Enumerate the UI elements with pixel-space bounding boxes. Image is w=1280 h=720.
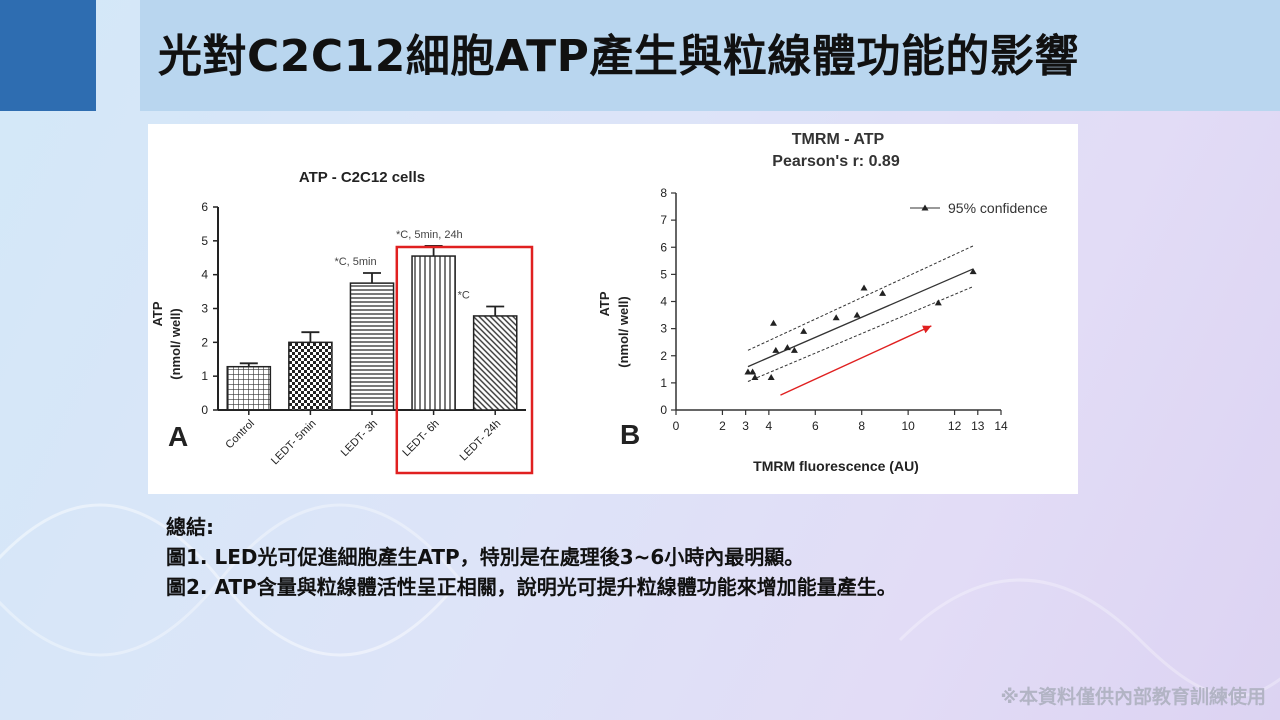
- chart-a-category-label: LEDT- 3h: [339, 418, 380, 459]
- chart-a-bar: [472, 315, 518, 411]
- chart-a-highlight-box: [395, 245, 534, 475]
- chart-b-trend-arrow: [780, 325, 932, 396]
- chart-b-x-tick-label: 12: [948, 419, 962, 433]
- chart-b-x-tick-label: 0: [673, 419, 680, 433]
- chart-b-y-tick-label: 7: [660, 213, 667, 227]
- footer-note: ※本資料僅供內部教育訓練使用: [1000, 686, 1266, 708]
- summary-block: 總結: 圖1. LED光可促進細胞產生ATP，特別是在處理後3~6小時內最明顯。…: [166, 512, 897, 602]
- chart-b-y-tick-label: 0: [660, 403, 667, 417]
- chart-b-ci-lower: [747, 286, 974, 382]
- chart-b-x-tick-label: 10: [901, 419, 915, 433]
- chart-b-xlabel: TMRM fluorescence (AU): [753, 458, 919, 474]
- chart-b-y-tick-label: 1: [660, 376, 667, 390]
- chart-b-point: [934, 299, 942, 306]
- figure-svg: ATP - C2C12 cells ATP (nmol/ well) A 012…: [150, 131, 1048, 475]
- chart-b-point: [790, 346, 798, 353]
- chart-b-point: [832, 314, 840, 321]
- chart-b-y-tick-label: 6: [660, 240, 667, 254]
- chart-b-x-tick-label: 2: [719, 419, 726, 433]
- chart-a-title: ATP - C2C12 cells: [299, 169, 425, 186]
- chart-b-title: TMRM - ATP: [792, 131, 885, 148]
- chart-b-y-tick-label: 2: [660, 349, 667, 363]
- chart-b-legend-marker: [921, 204, 929, 211]
- chart-a-y-tick-label: 3: [201, 302, 208, 316]
- chart-b-point: [969, 268, 977, 275]
- panel-letter-b: B: [620, 419, 640, 450]
- chart-b-point: [744, 368, 752, 375]
- chart-b-x-tick-label: 3: [742, 419, 749, 433]
- summary-heading: 總結:: [166, 515, 214, 539]
- chart-b-fit-line: [747, 268, 974, 368]
- chart-b-x-tick-label: 8: [858, 419, 865, 433]
- chart-b-x-tick-label: 14: [994, 419, 1008, 433]
- chart-a-bar: [226, 365, 272, 411]
- chart-a-category-label: LEDT- 5min: [269, 418, 319, 468]
- chart-b-legend-label: 95% confidence: [948, 200, 1048, 216]
- chart-b-y-tick-label: 3: [660, 322, 667, 336]
- chart-a-bar: [288, 341, 333, 411]
- chart-a-bar: [349, 282, 395, 411]
- dna-helix-watermark: [0, 503, 1280, 698]
- chart-a-y-tick-label: 0: [201, 403, 208, 417]
- chart-b-y-tick-label: 4: [660, 295, 667, 309]
- title-accent-block: [0, 0, 96, 111]
- chart-b-point: [800, 327, 808, 334]
- chart-b-subtitle: Pearson's r: 0.89: [772, 153, 900, 170]
- slide-title: 光對C2C12細胞ATP產生與粒線體功能的影響: [158, 31, 1079, 82]
- chart-a-significance-label: *C, 5min: [334, 256, 376, 268]
- chart-a-category-label: LEDT- 6h: [400, 418, 441, 459]
- chart-b-point: [853, 311, 861, 318]
- chart-a-significance-label: *C, 5min, 24h: [396, 229, 463, 241]
- chart-b-point: [783, 344, 791, 351]
- chart-a-category-label: LEDT- 24h: [458, 418, 504, 464]
- chart-a-category-label: Control: [223, 418, 257, 452]
- chart-b-ylabel: ATP: [597, 291, 612, 316]
- chart-a-ylabel-unit: (nmol/ well): [168, 308, 183, 380]
- chart-b-point: [749, 368, 757, 375]
- chart-a-plot: 0 1 2 3 4 5 6 Control LEDT- 5min LEDT- 3h *C, 5min…: [201, 200, 534, 475]
- chart-b-ci-upper: [747, 245, 974, 351]
- summary-point-2: 圖2. ATP含量與粒線體活性呈正相關，說明光可提升粒線體功能來增加能量產生。: [166, 575, 897, 599]
- chart-b-point: [879, 289, 887, 296]
- chart-a-bar: [411, 255, 456, 411]
- chart-b-point: [772, 346, 780, 353]
- title-band: [140, 0, 1280, 111]
- chart-b-y-tick-label: 8: [660, 186, 667, 200]
- chart-b-y-tick-label: 5: [660, 267, 667, 281]
- panel-letter-a: A: [168, 421, 188, 452]
- chart-a-y-tick-label: 5: [201, 234, 208, 248]
- chart-b-x-tick-label: 4: [766, 419, 773, 433]
- chart-b-point: [860, 284, 868, 291]
- chart-b-x-tick-label: 13: [971, 419, 985, 433]
- chart-a-ylabel: ATP: [150, 301, 165, 326]
- summary-point-1: 圖1. LED光可促進細胞產生ATP，特別是在處理後3~6小時內最明顯。: [166, 545, 805, 569]
- chart-a-y-tick-label: 1: [201, 369, 208, 383]
- chart-a-y-tick-label: 6: [201, 200, 208, 214]
- chart-b-point: [751, 373, 759, 380]
- chart-b-x-tick-label: 6: [812, 419, 819, 433]
- chart-b-point: [770, 319, 777, 326]
- chart-b-ylabel-unit: (nmol/ well): [616, 296, 631, 368]
- chart-a-y-tick-label: 4: [201, 268, 208, 282]
- chart-a-significance-label: *C: [458, 289, 470, 301]
- chart-a-y-tick-label: 2: [201, 335, 208, 349]
- chart-b-point: [767, 373, 775, 380]
